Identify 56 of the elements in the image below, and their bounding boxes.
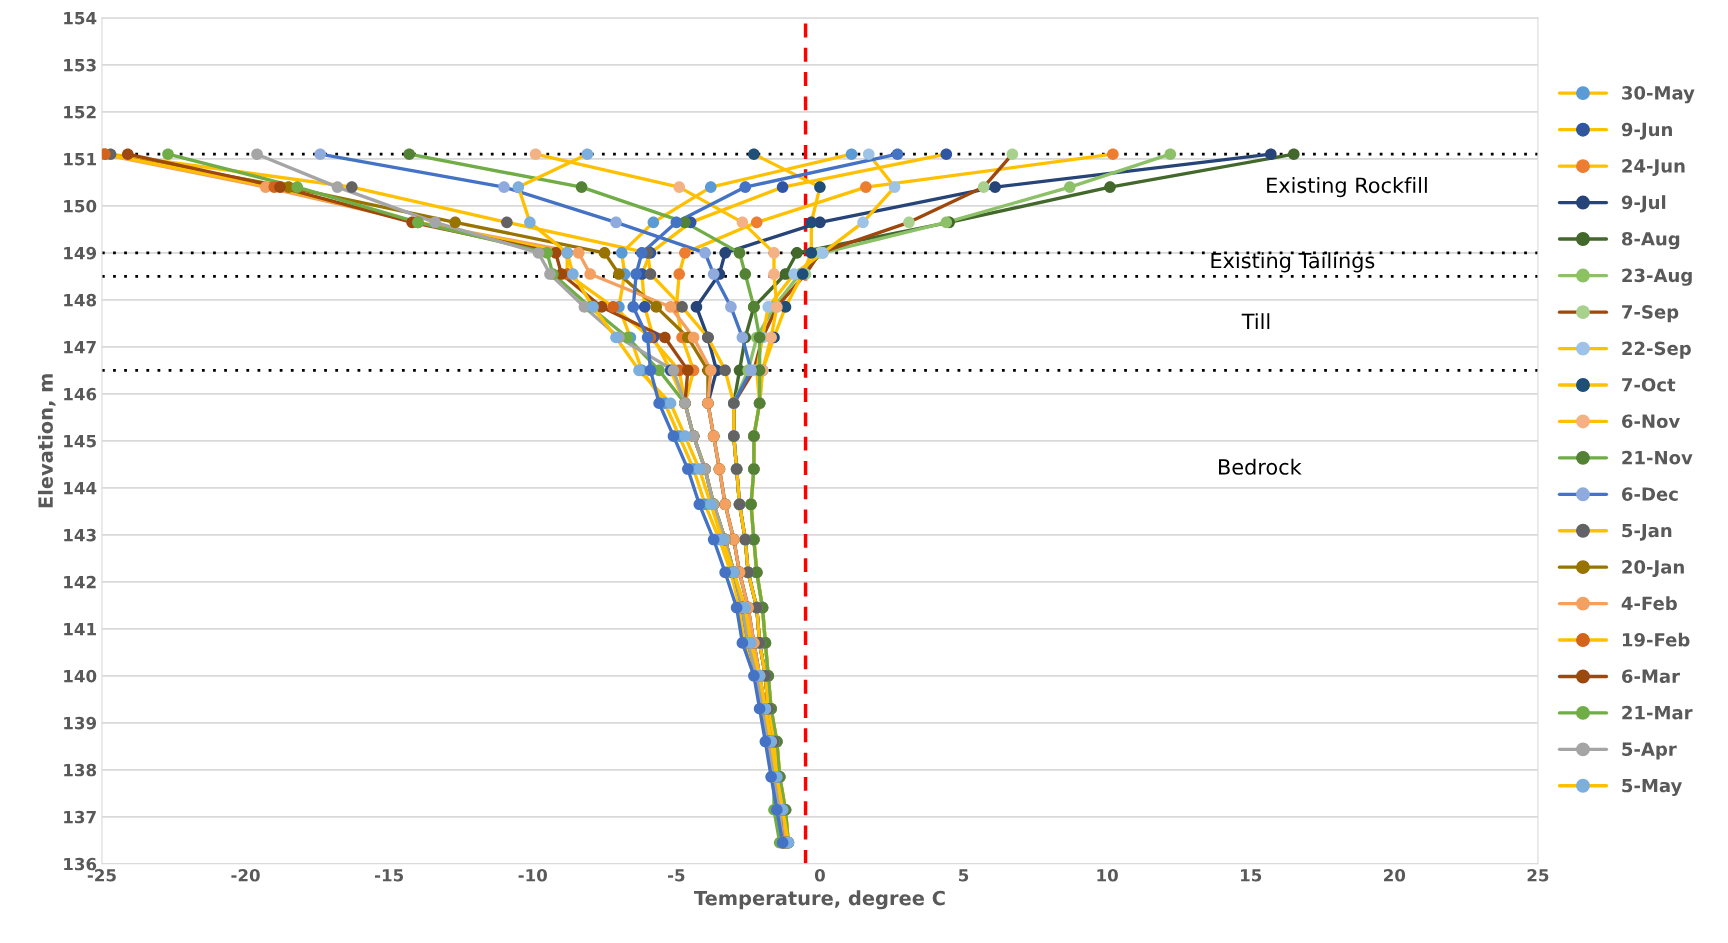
legend-label: 21-Mar xyxy=(1622,705,1693,720)
y-tick-label: 151 xyxy=(64,153,96,166)
y-tick-label: 140 xyxy=(64,669,97,683)
annotation: Bedrock xyxy=(1219,458,1302,475)
legend-label: 7-Sep xyxy=(1622,305,1679,323)
legend-label: 5-Apr xyxy=(1622,742,1677,760)
legend-label: 5-May xyxy=(1622,778,1682,796)
x-tick-label: 10 xyxy=(1097,868,1118,882)
y-tick-label: 146 xyxy=(64,387,97,401)
y-tick-label: 153 xyxy=(64,58,96,72)
legend-label: 6-Mar xyxy=(1622,669,1680,684)
annotation: Till xyxy=(1241,313,1270,330)
x-tick-label: -15 xyxy=(374,869,404,882)
legend-label: 6-Nov xyxy=(1622,414,1680,429)
x-tick-label: 0 xyxy=(814,868,825,882)
y-tick-label: 150 xyxy=(64,199,97,213)
x-tick-label: 25 xyxy=(1527,868,1549,882)
y-tick-label: 137 xyxy=(64,810,96,824)
y-tick-label: 152 xyxy=(64,105,96,119)
y-tick-label: 142 xyxy=(64,575,96,589)
annotation: Existing Rockfill xyxy=(1267,177,1427,198)
y-axis-title: Elevation, m xyxy=(37,374,56,508)
legend-label: 4-Feb xyxy=(1621,596,1677,611)
legend-label: 8-Aug xyxy=(1621,231,1680,250)
x-tick-label: -25 xyxy=(87,868,116,882)
y-tick-label: 144 xyxy=(64,482,97,495)
y-tick-label: 138 xyxy=(64,763,97,777)
legend-label: 5-Jan xyxy=(1622,523,1672,541)
legend-label: 21-Nov xyxy=(1622,450,1693,465)
y-tick-label: 141 xyxy=(64,623,96,636)
y-tick-label: 145 xyxy=(64,435,96,448)
y-tick-label: 139 xyxy=(64,716,97,730)
y-tick-label: 148 xyxy=(64,293,97,307)
legend-label: 22-Sep xyxy=(1622,341,1691,359)
x-tick-label: 15 xyxy=(1241,869,1262,882)
legend-label: 19-Feb xyxy=(1622,632,1690,647)
x-tick-label: -10 xyxy=(518,868,547,882)
y-tick-label: 154 xyxy=(64,12,97,25)
legend-label: 24-Jun xyxy=(1622,159,1685,177)
legend-label: 9-Jun xyxy=(1621,122,1672,140)
x-tick-label: 5 xyxy=(959,869,969,882)
legend-label: 9-Jul xyxy=(1621,195,1666,213)
annotation: Existing Tailings xyxy=(1211,252,1375,273)
legend-label: 30-May xyxy=(1622,86,1695,104)
x-tick-label: -5 xyxy=(667,869,685,882)
y-tick-label: 149 xyxy=(64,246,97,260)
x-axis-title: Temperature, degree C xyxy=(694,890,945,910)
legend-label: 20-Jan xyxy=(1622,560,1684,578)
y-tick-label: 136 xyxy=(64,857,97,871)
legend-label: 23-Aug xyxy=(1622,268,1692,286)
x-tick-label: 20 xyxy=(1384,868,1406,882)
y-tick-label: 147 xyxy=(64,341,96,354)
legend-label: 7-Oct xyxy=(1622,377,1676,392)
legend-label: 6-Dec xyxy=(1622,487,1678,501)
y-tick-label: 143 xyxy=(64,528,96,542)
x-tick-label: -20 xyxy=(231,868,260,882)
